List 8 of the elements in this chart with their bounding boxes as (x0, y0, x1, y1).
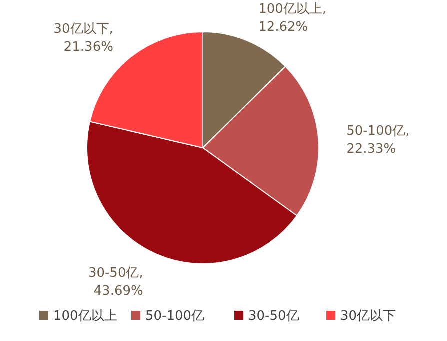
data-label: 50-100亿, 22.33% (346, 124, 410, 158)
legend-label: 100亿以上 (54, 309, 118, 324)
legend-label: 30亿以下 (340, 309, 396, 324)
legend-label: 50-100亿 (146, 309, 205, 324)
data-label: 30亿以下, 21.36% (54, 22, 114, 56)
legend-label: 30-50亿 (248, 309, 300, 324)
data-label: 30-50亿, 43.69% (88, 266, 144, 300)
data-label: 100亿以上, 12.62% (258, 2, 327, 36)
